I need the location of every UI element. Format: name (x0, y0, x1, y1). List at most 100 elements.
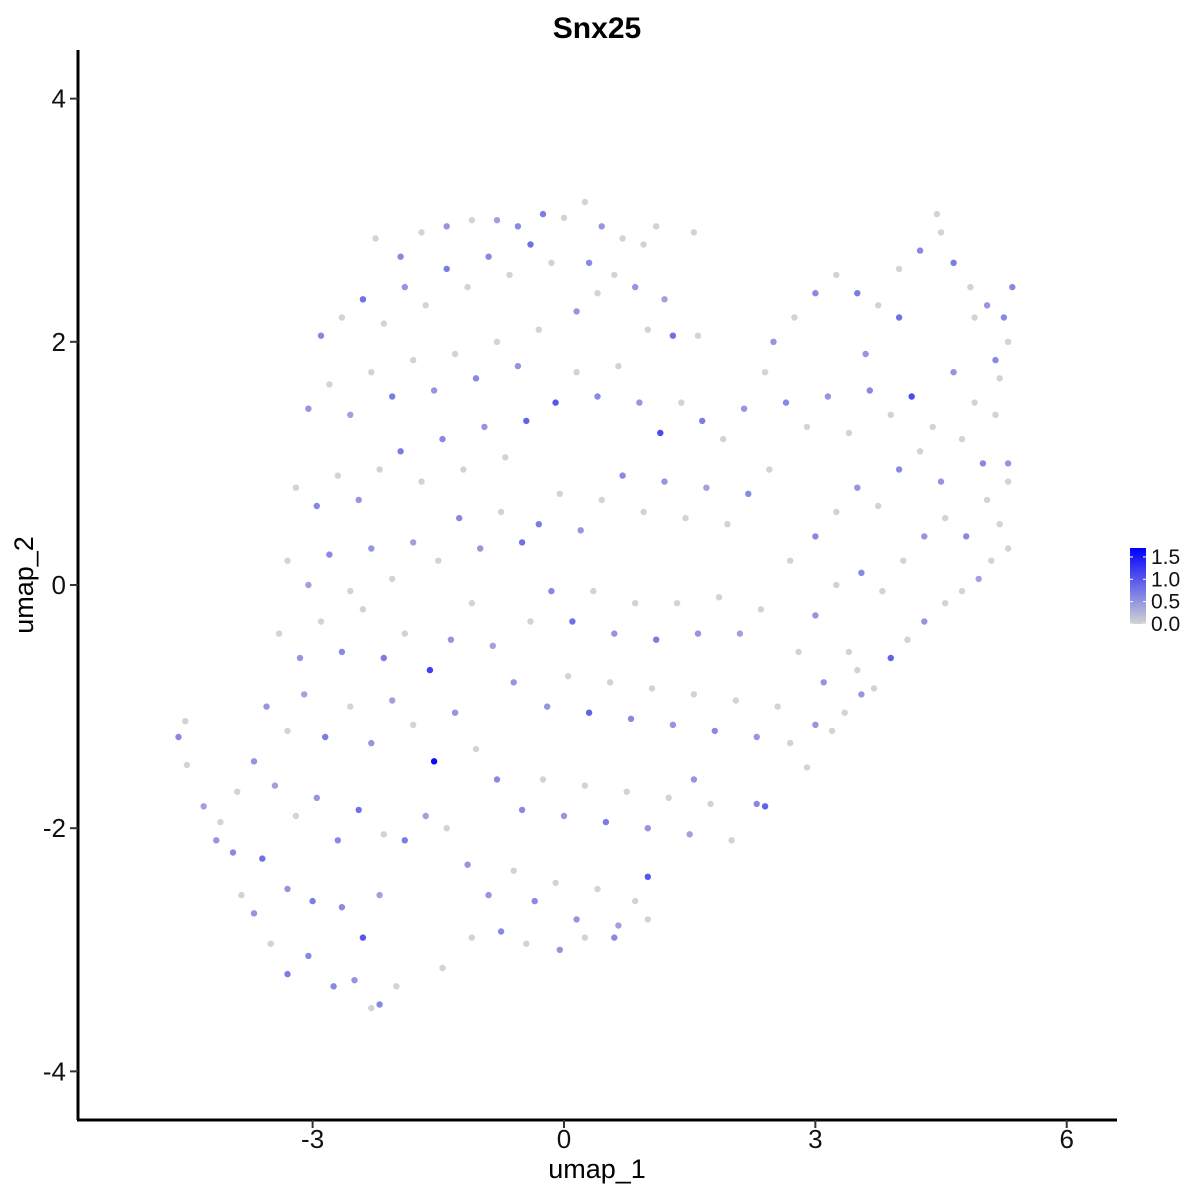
cell-point (854, 484, 861, 491)
y-tick-label: -4 (43, 1056, 66, 1086)
cell-point (598, 223, 605, 230)
colorbar-ticks: 0.00.51.01.5 (1130, 546, 1180, 636)
cell-point (581, 782, 589, 789)
cell-point (518, 806, 526, 814)
cell-point (250, 758, 258, 765)
cell-point (644, 873, 651, 880)
cell-point (468, 934, 475, 941)
cell-point (284, 970, 291, 978)
cell-point (694, 630, 702, 637)
cell-point (812, 290, 819, 297)
cell-point (615, 362, 622, 370)
cell-point (351, 977, 358, 984)
cell-point (1004, 478, 1012, 485)
cell-point (732, 697, 739, 704)
cell-point (376, 1001, 383, 1008)
cell-point (644, 825, 651, 832)
cell-point (858, 569, 865, 576)
cell-point (213, 837, 220, 844)
cell-point (900, 557, 907, 564)
cell-point (489, 642, 496, 649)
cell-point (334, 472, 341, 479)
cell-point (703, 484, 710, 491)
points-layer (175, 198, 1016, 1012)
cell-point (422, 812, 429, 820)
cell-point (942, 514, 949, 522)
x-tick-label: 3 (808, 1124, 822, 1154)
cell-point (338, 648, 346, 656)
cell-point (598, 496, 605, 504)
cell-point (560, 812, 568, 820)
cell-point (766, 466, 773, 473)
cell-point (967, 283, 974, 291)
cell-point (317, 332, 325, 339)
cell-point (368, 739, 375, 747)
cell-point (740, 405, 748, 412)
cell-point (380, 831, 387, 838)
y-axis-title: umap_2 (9, 536, 39, 634)
cell-point (854, 666, 861, 674)
cell-point (845, 648, 853, 656)
cell-point (539, 776, 547, 783)
cell-point (774, 703, 781, 710)
cell-point (556, 946, 563, 953)
cell-point (464, 861, 471, 868)
cell-point (720, 435, 727, 443)
y-tick-label: 2 (52, 327, 66, 357)
cell-point (640, 241, 647, 248)
cell-point (594, 393, 601, 400)
cell-point (950, 259, 957, 266)
cell-point (866, 387, 873, 394)
cell-point (632, 283, 639, 291)
cell-point (690, 229, 698, 236)
cell-point (410, 721, 417, 728)
cell-point (175, 733, 182, 741)
cell-point (812, 612, 819, 619)
cell-point (895, 466, 903, 473)
cell-point (460, 466, 467, 473)
cell-point (581, 198, 589, 206)
cell-point (988, 557, 995, 564)
cell-point (895, 314, 903, 321)
cell-point (330, 983, 337, 990)
cell-point (368, 369, 375, 376)
cell-point (493, 217, 501, 224)
chart-title: Snx25 (553, 12, 641, 45)
cell-point (338, 904, 346, 911)
cell-point (439, 964, 446, 972)
cell-point (581, 934, 589, 941)
cell-point (585, 709, 593, 716)
cell-point (485, 891, 492, 899)
cell-point (958, 435, 966, 443)
cell-point (979, 460, 987, 467)
cell-point (347, 411, 354, 418)
cell-point (803, 423, 811, 431)
cell-point (334, 837, 341, 844)
cell-point (514, 223, 522, 230)
cell-point (791, 314, 798, 321)
cell-point (418, 229, 425, 236)
cell-point (887, 411, 894, 418)
cell-point (229, 849, 237, 856)
cell-point (338, 314, 346, 321)
cell-point (284, 885, 291, 893)
cell-point (376, 466, 383, 473)
cell-point (535, 521, 542, 528)
cell-point (560, 214, 568, 221)
cell-point (493, 338, 501, 345)
colorbar-legend: 0.00.51.01.5 (1130, 546, 1180, 636)
cell-point (418, 478, 425, 485)
cell-point (971, 399, 978, 406)
cell-point (983, 302, 991, 309)
cell-point (234, 788, 241, 795)
cell-point (305, 952, 312, 960)
cell-point (669, 721, 677, 728)
cell-point (497, 928, 505, 935)
cell-point (376, 891, 383, 899)
cell-point (523, 940, 530, 947)
cell-point (556, 490, 563, 497)
cell-point (736, 630, 744, 637)
cell-point (632, 897, 639, 905)
cell-point (544, 703, 551, 710)
cell-point (812, 721, 819, 728)
